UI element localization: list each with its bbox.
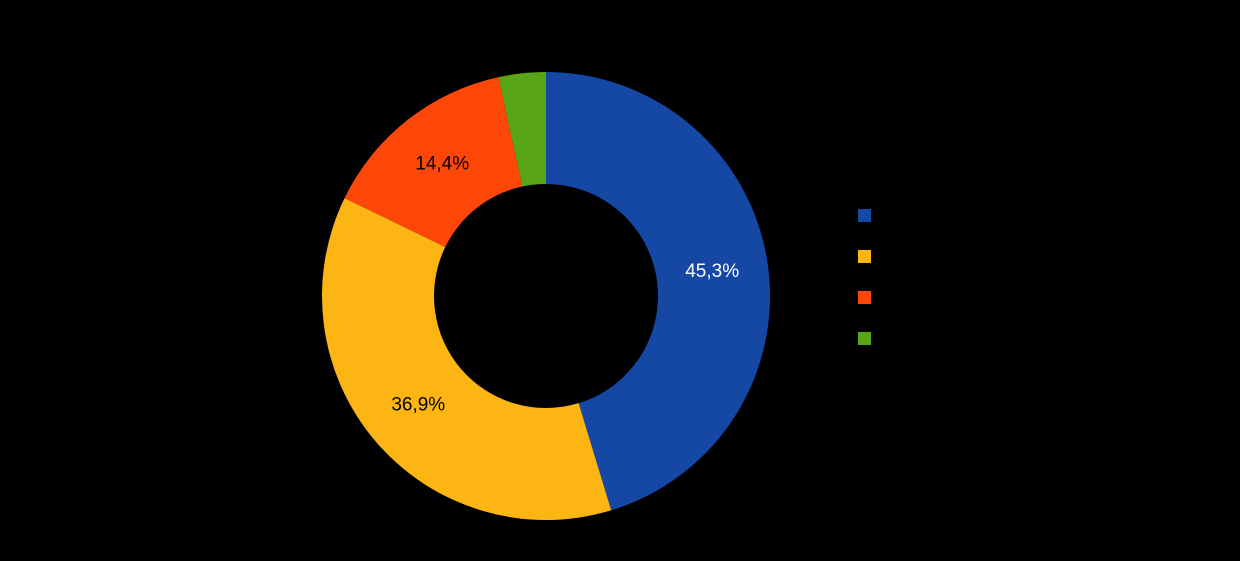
slice-label-slice-2: 36,9% (391, 395, 445, 416)
legend-swatch-icon (858, 332, 871, 345)
slice-label-slice-3: 14,4% (415, 153, 469, 174)
legend-swatch-icon (858, 250, 871, 263)
pie-slice-4 (498, 72, 546, 187)
pie-slice-2 (321, 198, 612, 521)
legend-item-3 (858, 291, 879, 304)
legend-swatch-icon (858, 291, 871, 304)
chart-legend (858, 209, 879, 373)
slice-label-slice-1: 45,3% (685, 261, 739, 282)
pie-slice-1 (546, 72, 771, 511)
legend-item-1 (858, 209, 879, 222)
pie-slice-3 (344, 77, 523, 248)
legend-item-4 (858, 332, 879, 345)
legend-swatch-icon (858, 209, 871, 222)
legend-item-2 (858, 250, 879, 263)
